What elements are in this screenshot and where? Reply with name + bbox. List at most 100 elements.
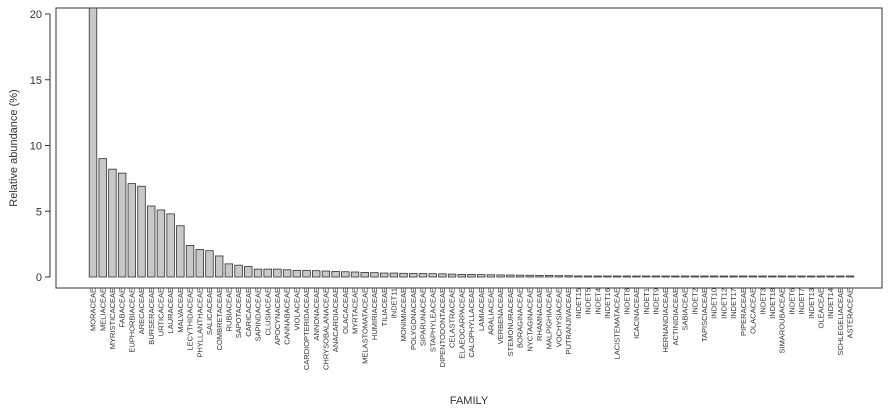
bars-group — [88, 7, 855, 278]
bar-arecaceae — [137, 185, 146, 278]
bar-boraginaceae — [515, 274, 525, 278]
x-category-label: MALVACEAE — [176, 288, 185, 333]
x-category-label: INDET16 — [603, 288, 612, 319]
bar-icacinaceae — [632, 275, 641, 278]
x-category-label: INDET10 — [710, 288, 719, 319]
bar-schlegeliaceae — [836, 275, 845, 278]
x-category-label: STEMONURACEAE — [506, 288, 515, 356]
x-category-label: ANNONACEAE — [312, 288, 321, 341]
x-category-label: LECYTHIDACEAE — [186, 288, 195, 351]
x-category-label: CANNABACEAE — [283, 288, 292, 345]
bar-melastomataceae — [360, 271, 369, 278]
x-category-label: VIOLACEAE — [292, 288, 301, 331]
x-category-label: VERBENACEAE — [496, 288, 505, 344]
bar-indet17 — [729, 275, 738, 278]
x-category-label: MORACEAE — [89, 288, 98, 331]
x-category-label: CARDIOPTERIDACEAE — [302, 288, 311, 370]
bar-indet2 — [690, 275, 699, 278]
x-category-label: OLACACEAE — [749, 288, 758, 334]
bar-hernandiaceae — [661, 275, 670, 278]
bar-olacaceae — [341, 271, 350, 278]
x-category-label: FABACEAE — [118, 288, 127, 328]
x-category-label: POLYGONACEAE — [409, 288, 418, 350]
x-category-label: PHYLLANTHACEAE — [195, 288, 204, 358]
bar-indet6 — [787, 275, 796, 278]
bar-lauraceae — [166, 213, 175, 278]
x-category-label: INDET6 — [787, 288, 796, 315]
x-category-label: CARICACEAE — [244, 288, 253, 337]
bar-oleaceae — [816, 275, 826, 278]
x-category-label: ELAEOCARPACEAE — [457, 288, 466, 359]
bar-indet11 — [389, 272, 399, 278]
x-axis-title: FAMILY — [450, 395, 489, 407]
x-category-label: INDET4 — [593, 288, 602, 315]
bar-nyctaginaceae — [525, 274, 534, 278]
x-category-label: LACISTEMATACEAE — [613, 288, 622, 359]
x-category-label: ANACARDIACEAE — [331, 288, 340, 352]
x-category-label: URTICACEAE — [157, 288, 166, 336]
x-category-label: MALPIGHIACEAE — [545, 288, 554, 349]
x-category-label: INDET8 — [622, 288, 631, 315]
x-category-label: INDET18 — [768, 288, 777, 319]
bar-stemonuraceae — [506, 274, 515, 278]
bar-sabiaceae — [680, 275, 690, 278]
x-category-label: CELASTRACEAE — [448, 288, 457, 348]
x-category-label: MONIMIACEAE — [399, 288, 408, 341]
bar-cannabaceae — [282, 269, 292, 278]
bar-lacistemataceae — [612, 275, 622, 278]
bar-verbenaceae — [496, 274, 505, 278]
bar-simaroubaceae — [777, 275, 787, 278]
bar-fabaceae — [117, 172, 127, 278]
x-category-label: BURSERACEAE — [147, 288, 156, 345]
bar-indet10 — [709, 275, 719, 278]
x-axis-category-labels: MORACEAE MELIACEAE MYRISTICACEAE FABACEAE EU… — [89, 288, 855, 370]
bar-elaeocarpaceae — [457, 273, 466, 278]
x-category-label: BORAGINACEAE — [516, 288, 525, 348]
x-category-label: PUTRANJIVACEAE — [564, 288, 573, 355]
bar-olacaceae — [748, 275, 758, 278]
x-category-label: INDET7 — [797, 288, 806, 315]
bar-indet1 — [642, 275, 651, 278]
x-category-label: MYRISTICACEAE — [108, 288, 117, 349]
bar-cardiopteridaceae — [302, 270, 311, 278]
x-category-label: DIPENTODONTACEAE — [438, 288, 447, 367]
y-tick-label: 0 — [36, 272, 42, 284]
x-category-label: LAMIACEAE — [477, 288, 486, 331]
x-category-label: ARALIACEAE — [487, 288, 496, 335]
bar-celastraceae — [447, 273, 457, 278]
y-tick-label: 10 — [30, 141, 42, 153]
bar-phyllanthaceae — [195, 248, 204, 278]
x-category-label: VOCHYSIACEAE — [554, 288, 563, 347]
bar-polygonaceae — [409, 273, 418, 278]
bar-araliaceae — [486, 274, 496, 278]
bar-clusiaceae — [263, 268, 272, 278]
x-category-label: SALICACEAE — [205, 288, 214, 335]
bar-moraceae — [88, 7, 98, 278]
x-category-label: RHAMNACEAE — [535, 288, 544, 341]
bar-lecythidaceae — [185, 245, 195, 278]
bar-vochysiaceae — [554, 275, 564, 278]
bar-rubiaceae — [224, 263, 234, 278]
x-category-label: SAPINDACEAE — [254, 288, 263, 341]
bar-apocynaceae — [273, 268, 282, 278]
x-category-label: INDET13 — [807, 288, 816, 319]
bar-annonaceae — [312, 270, 321, 278]
plot-frame — [55, 7, 883, 289]
bar-indet16 — [603, 275, 612, 278]
bar-myristicaceae — [108, 168, 117, 278]
x-category-label: PIPERACEAE — [739, 288, 748, 336]
bar-calophyllaceae — [467, 273, 476, 278]
x-category-label: SABIACEAE — [681, 288, 690, 331]
bar-malvaceae — [176, 225, 185, 278]
x-category-label: LAURACEAE — [166, 288, 175, 333]
bar-indet14 — [826, 275, 835, 278]
y-tick-label: 15 — [30, 75, 42, 87]
bar-myrtaceae — [350, 271, 360, 278]
bar-tiliaceae — [379, 272, 389, 278]
bar-indet8 — [622, 275, 631, 278]
bar-actinidiaceae — [671, 275, 680, 278]
bar-sapotaceae — [234, 264, 243, 278]
x-category-label: ASTERACEAE — [846, 288, 855, 338]
x-category-label: CALOPHYLLACEAE — [467, 288, 476, 358]
bar-indet3 — [758, 275, 767, 278]
